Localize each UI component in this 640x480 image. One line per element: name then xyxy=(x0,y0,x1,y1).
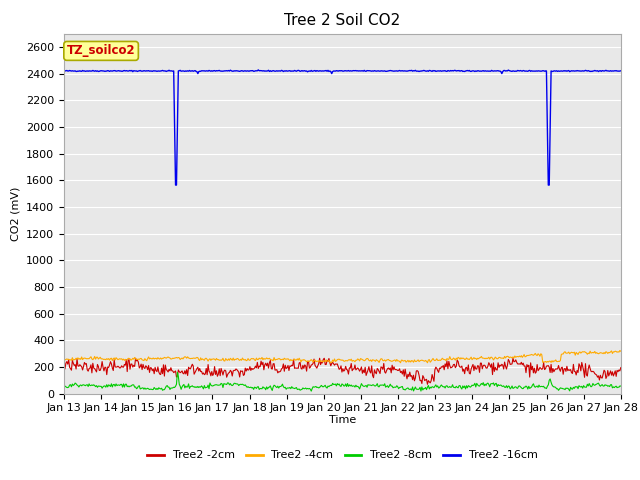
Tree2 -8cm xyxy=(314,384,322,390)
Tree2 -2cm xyxy=(617,365,625,371)
Line: Tree2 -16cm: Tree2 -16cm xyxy=(64,70,621,185)
Line: Tree2 -4cm: Tree2 -4cm xyxy=(64,350,621,363)
Y-axis label: CO2 (mV): CO2 (mV) xyxy=(10,186,20,241)
Line: Tree2 -2cm: Tree2 -2cm xyxy=(64,358,621,384)
Tree2 -2cm xyxy=(481,363,489,369)
Tree2 -2cm xyxy=(424,382,431,387)
Tree2 -2cm xyxy=(204,362,212,368)
Tree2 -8cm xyxy=(173,370,181,375)
Tree2 -4cm xyxy=(480,355,488,361)
Tree2 -8cm xyxy=(204,382,212,388)
Tree2 -8cm xyxy=(617,383,625,389)
Tree2 -2cm xyxy=(313,365,321,371)
Tree2 -16cm xyxy=(390,68,398,74)
Tree2 -4cm xyxy=(424,360,431,366)
Tree2 -4cm xyxy=(388,359,396,364)
Tree2 -8cm xyxy=(481,381,489,387)
Tree2 -16cm xyxy=(172,182,179,188)
Tree2 -8cm xyxy=(60,382,68,387)
Tree2 -2cm xyxy=(132,355,140,361)
Title: Tree 2 Soil CO2: Tree 2 Soil CO2 xyxy=(284,13,401,28)
Tree2 -4cm xyxy=(204,357,211,362)
Tree2 -4cm xyxy=(60,357,68,362)
Tree2 -16cm xyxy=(60,68,68,74)
Tree2 -4cm xyxy=(159,355,166,361)
Tree2 -16cm xyxy=(204,68,212,74)
Tree2 -4cm xyxy=(617,348,625,354)
Tree2 -4cm xyxy=(312,359,320,364)
Tree2 -8cm xyxy=(434,383,442,389)
Tree2 -2cm xyxy=(389,367,397,373)
Legend: Tree2 -2cm, Tree2 -4cm, Tree2 -8cm, Tree2 -16cm: Tree2 -2cm, Tree2 -4cm, Tree2 -8cm, Tree… xyxy=(143,446,542,465)
Line: Tree2 -8cm: Tree2 -8cm xyxy=(64,372,621,391)
Tree2 -16cm xyxy=(617,68,625,74)
Tree2 -4cm xyxy=(433,356,440,361)
Tree2 -2cm xyxy=(434,368,442,373)
Tree2 -16cm xyxy=(314,68,322,74)
Tree2 -8cm xyxy=(390,384,398,390)
Tree2 -16cm xyxy=(159,68,166,73)
Tree2 -2cm xyxy=(159,362,167,368)
Tree2 -16cm xyxy=(434,68,442,74)
Tree2 -8cm xyxy=(159,387,166,393)
Tree2 -16cm xyxy=(255,67,262,73)
Tree2 -2cm xyxy=(60,361,68,367)
Tree2 -8cm xyxy=(307,388,315,394)
Tree2 -4cm xyxy=(616,348,624,353)
Tree2 -16cm xyxy=(481,68,489,73)
X-axis label: Time: Time xyxy=(329,415,356,425)
Text: TZ_soilco2: TZ_soilco2 xyxy=(67,44,136,58)
